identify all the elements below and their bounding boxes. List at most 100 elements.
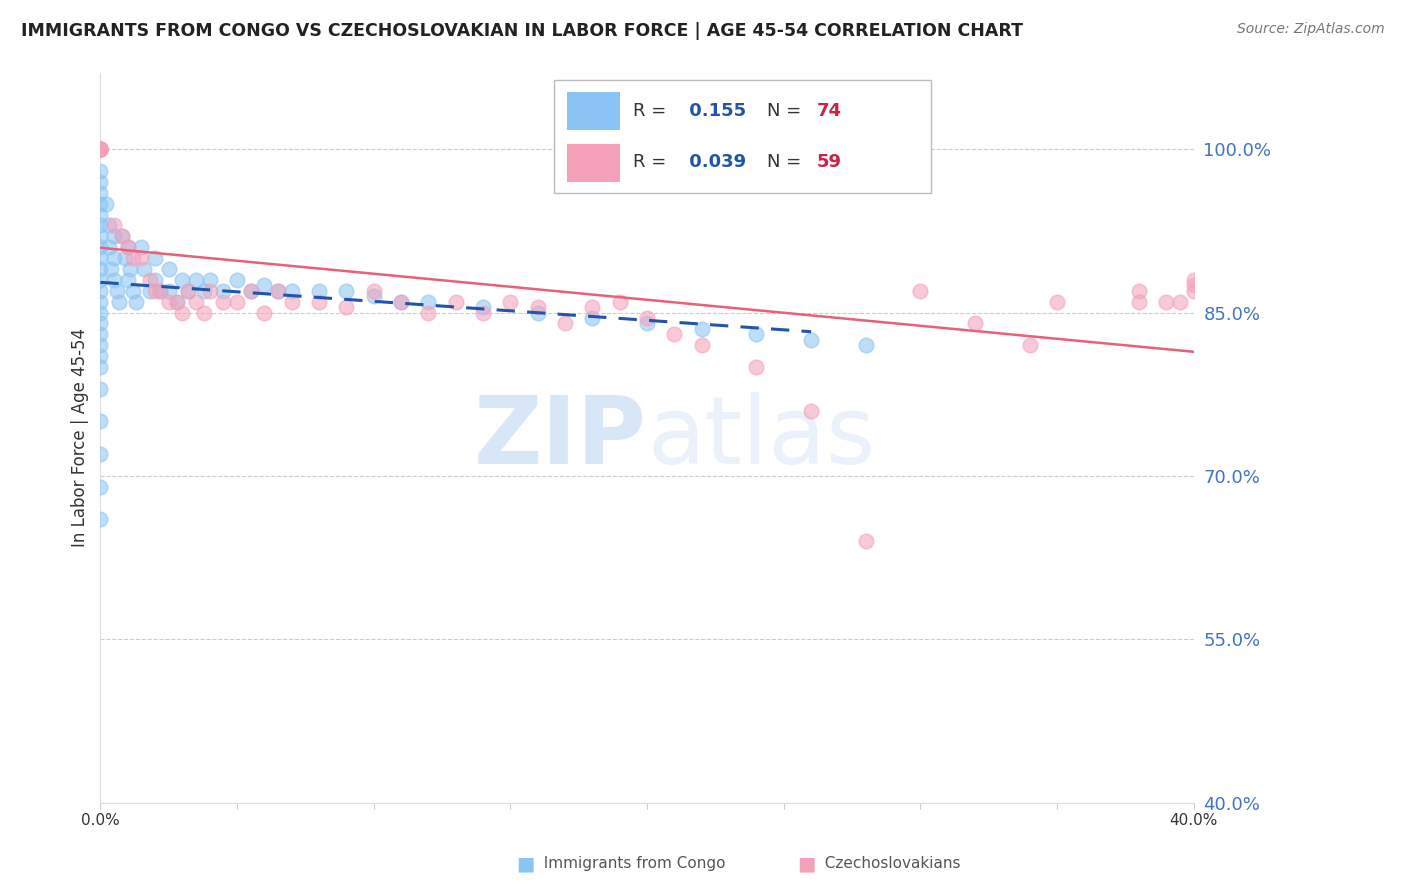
Text: R =: R = <box>633 153 672 170</box>
Point <box>745 327 768 342</box>
Point <box>89 251 111 265</box>
Point <box>157 294 180 309</box>
Point <box>335 300 357 314</box>
Point <box>103 219 125 233</box>
Point <box>1168 294 1191 309</box>
Point <box>117 240 139 254</box>
Point <box>335 284 357 298</box>
Point <box>157 262 180 277</box>
Point <box>89 294 111 309</box>
Point <box>89 142 111 156</box>
Point <box>89 142 111 156</box>
Point <box>800 333 823 347</box>
Point <box>166 294 188 309</box>
Point <box>89 175 111 189</box>
Point <box>117 273 139 287</box>
Point <box>122 284 145 298</box>
Point <box>690 338 713 352</box>
Point <box>89 208 111 222</box>
Text: R =: R = <box>633 102 672 120</box>
Point <box>745 359 768 374</box>
Point <box>89 317 111 331</box>
Point <box>855 534 877 549</box>
Point <box>89 142 111 156</box>
Point <box>910 284 932 298</box>
Point <box>89 196 111 211</box>
Point <box>89 273 111 287</box>
Point <box>581 300 603 314</box>
Point <box>125 294 148 309</box>
Point <box>89 305 111 319</box>
Point <box>105 284 128 298</box>
Point <box>89 447 111 461</box>
Point <box>103 273 125 287</box>
Point <box>193 305 215 319</box>
Point <box>177 284 200 298</box>
Point <box>149 284 172 298</box>
Point <box>636 317 658 331</box>
Point <box>172 273 194 287</box>
Point <box>193 284 215 298</box>
Point <box>89 414 111 428</box>
Point <box>184 294 207 309</box>
Point <box>1128 294 1150 309</box>
Point <box>89 142 111 156</box>
Point <box>89 512 111 526</box>
Point <box>184 273 207 287</box>
Text: N =: N = <box>768 153 807 170</box>
Point <box>89 142 111 156</box>
Text: ■: ■ <box>797 854 815 873</box>
Text: atlas: atlas <box>647 392 876 483</box>
Point <box>239 284 262 298</box>
Point <box>89 142 111 156</box>
Point <box>690 322 713 336</box>
Point <box>363 284 385 298</box>
Point <box>89 480 111 494</box>
Point <box>89 142 111 156</box>
Point <box>120 262 142 277</box>
Point <box>418 294 440 309</box>
Point <box>89 142 111 156</box>
Point <box>89 142 111 156</box>
Point <box>103 251 125 265</box>
Point <box>212 284 235 298</box>
Point <box>308 294 330 309</box>
Point <box>149 284 172 298</box>
Point <box>89 338 111 352</box>
Point <box>664 327 686 342</box>
Point <box>389 294 412 309</box>
Point <box>117 240 139 254</box>
Point <box>363 289 385 303</box>
Point <box>581 310 603 325</box>
Text: 59: 59 <box>817 153 842 170</box>
Point <box>554 317 576 331</box>
Point <box>131 240 153 254</box>
Point <box>111 229 134 244</box>
Point <box>89 240 111 254</box>
Point <box>239 284 262 298</box>
Point <box>308 284 330 298</box>
Point <box>103 229 125 244</box>
Point <box>97 219 120 233</box>
Point <box>166 294 188 309</box>
Point <box>472 300 495 314</box>
Point <box>138 284 160 298</box>
Point <box>226 294 249 309</box>
FancyBboxPatch shape <box>567 92 620 130</box>
Point <box>965 317 987 331</box>
Point <box>89 186 111 200</box>
Point <box>444 294 467 309</box>
Text: Immigrants from Congo: Immigrants from Congo <box>534 856 725 871</box>
Point <box>89 164 111 178</box>
Text: ZIP: ZIP <box>474 392 647 483</box>
Point <box>198 273 221 287</box>
Point <box>609 294 631 309</box>
Y-axis label: In Labor Force | Age 45-54: In Labor Force | Age 45-54 <box>72 328 89 548</box>
Point <box>280 294 302 309</box>
Text: N =: N = <box>768 102 807 120</box>
Point <box>1018 338 1040 352</box>
FancyBboxPatch shape <box>554 80 931 194</box>
Point <box>389 294 412 309</box>
Text: 0.039: 0.039 <box>683 153 747 170</box>
Point <box>800 403 823 417</box>
